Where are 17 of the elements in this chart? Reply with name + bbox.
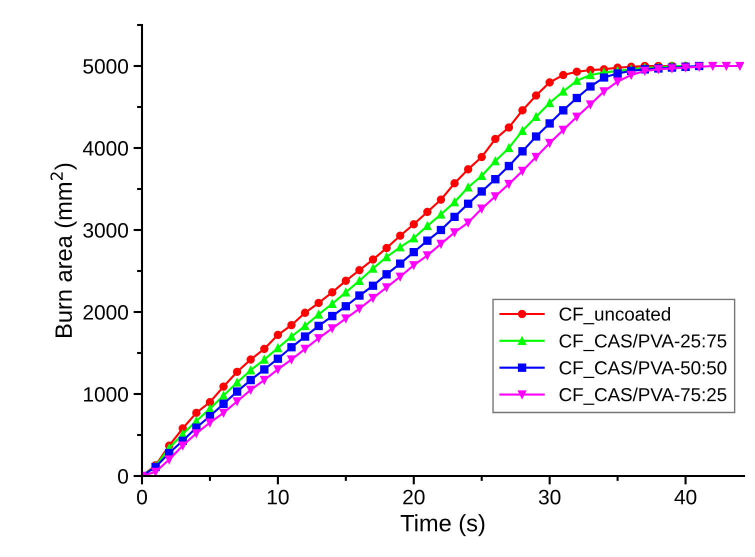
x-tick-label: 10 [268, 490, 289, 504]
legend-label: CF_uncoated [560, 306, 670, 324]
y-tick-label: 0 [118, 469, 128, 484]
x-tick-label: 0 [137, 490, 147, 504]
x-tick-label: 30 [538, 490, 560, 504]
x-axis-title: Time (s) [400, 514, 484, 536]
y-tick-label: 2000 [84, 305, 128, 320]
x-tick-label: 20 [403, 490, 425, 504]
y-tick-label: 1000 [84, 387, 128, 402]
x-tick-label: 40 [674, 490, 696, 504]
legend-label: CF_CAS/PVA-50:50 [560, 360, 726, 378]
y-tick-label: 4000 [82, 141, 128, 156]
legend-label: CF_CAS/PVA-25:75 [560, 334, 726, 352]
y-axis-title: Burn area (mm$^{2}$) [50, 164, 77, 337]
y-tick-label: 5000 [83, 59, 128, 74]
legend-label: CF_CAS/PVA-75:25 [560, 388, 726, 405]
y-tick-label: 3000 [83, 223, 128, 238]
